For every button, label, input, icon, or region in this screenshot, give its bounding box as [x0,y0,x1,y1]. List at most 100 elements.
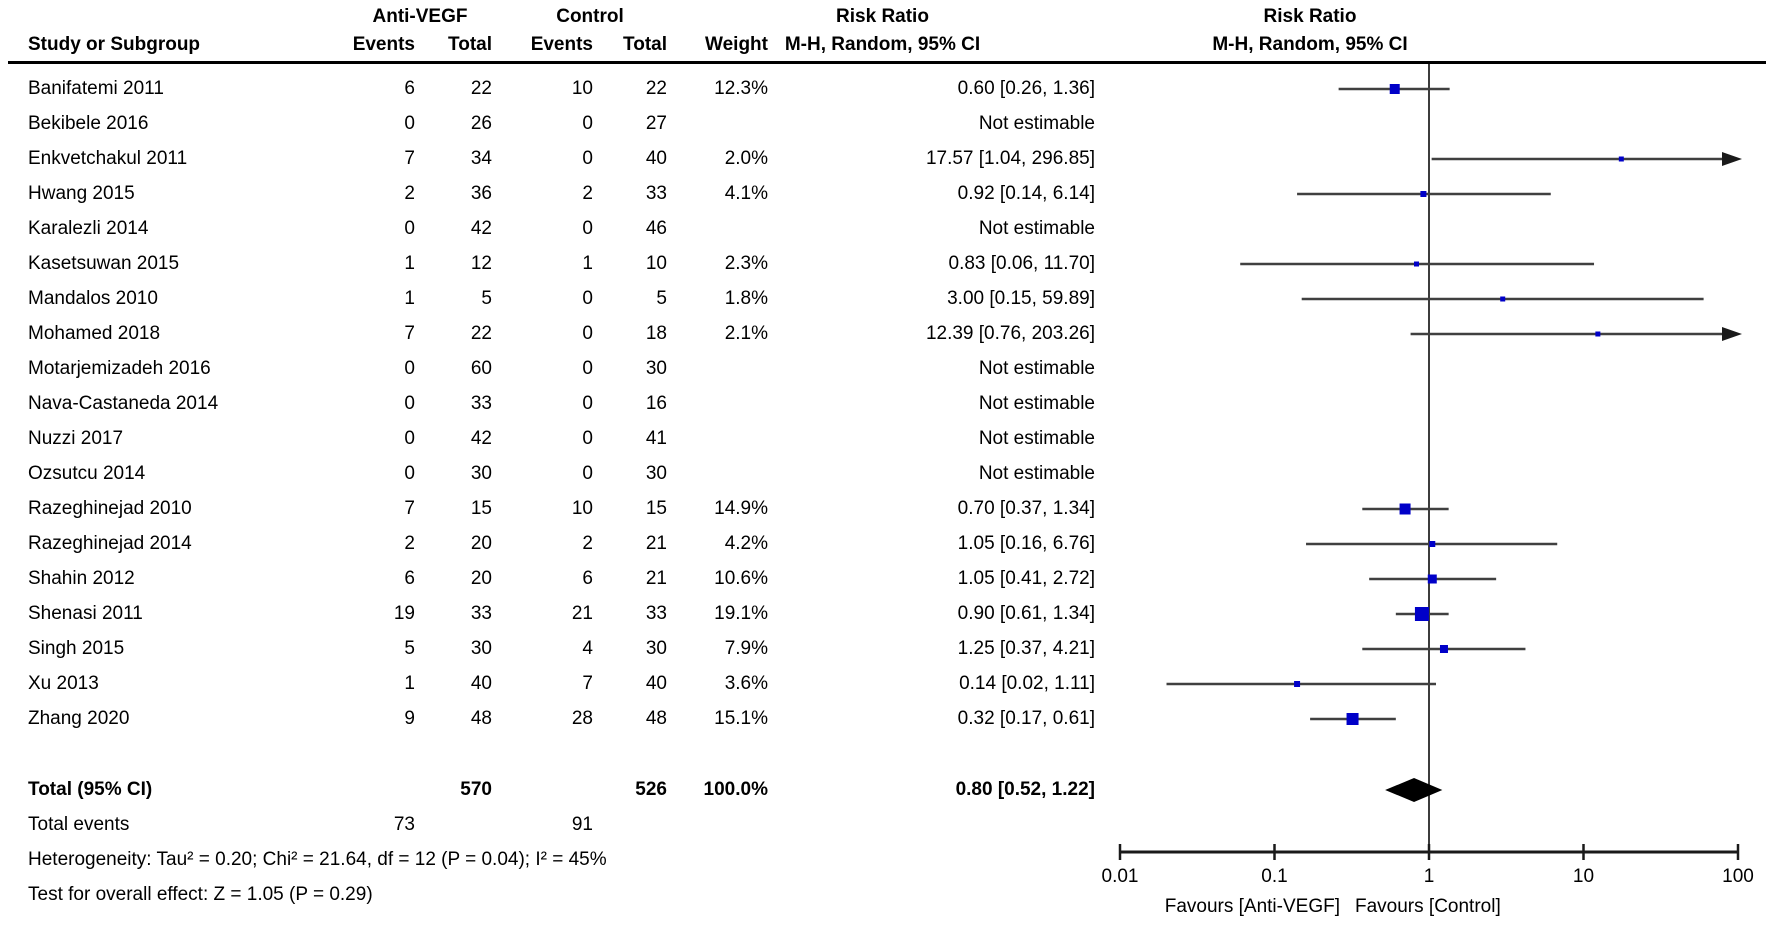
study-weight [675,426,768,452]
anti-vegf-total: 22 [470,323,492,344]
study-name: Motarjemizadeh 2016 [28,358,211,379]
total-risk-ratio-ci: 0.80 [0.52, 1.22] [955,779,1095,800]
anti-vegf-events: 0 [404,113,415,134]
control-events: 2 [582,533,593,554]
anti-vegf-total: 40 [470,673,492,694]
total-weight: 100.0% [703,779,768,800]
total-events-row: Total events 73 91 [0,812,1100,838]
total-anti-vegf-n: 570 [460,779,492,800]
study-name: Mandalos 2010 [28,288,158,309]
effect-square [1500,296,1506,302]
control-total: 33 [645,603,667,624]
col-events2-header: Events [530,34,593,55]
study-risk-ratio-ci: 1.25 [0.37, 4.21] [957,638,1095,659]
control-total: 30 [645,463,667,484]
study-row: Zhang 2020 9 48 28 48 15.1% 0.32 [0.17, … [0,706,1100,732]
control-events: 0 [582,428,593,449]
anti-vegf-total: 60 [470,358,492,379]
effect-square [1389,84,1400,94]
total-events-control: 91 [571,814,593,835]
anti-vegf-total: 30 [470,463,492,484]
control-total: 5 [656,288,667,309]
favours-left-label: Favours [Anti-VEGF] [1164,896,1340,917]
study-risk-ratio-ci: Not estimable [978,113,1095,134]
study-weight: 2.3% [724,253,768,274]
study-risk-ratio-ci: 0.70 [0.37, 1.34] [957,498,1095,519]
study-row: Motarjemizadeh 2016 0 60 0 30 Not estima… [0,356,1100,382]
control-events: 7 [582,673,593,694]
col-study-header: Study or Subgroup [28,34,201,55]
study-name: Banifatemi 2011 [28,78,164,99]
control-events: 0 [582,148,593,169]
study-weight: 14.9% [714,498,768,519]
study-risk-ratio-ci: 1.05 [0.41, 2.72] [957,568,1095,589]
control-events: 2 [582,183,593,204]
study-row: Shahin 2012 6 20 6 21 10.6% 1.05 [0.41, … [0,566,1100,592]
anti-vegf-total: 12 [470,253,492,274]
study-row: Nuzzi 2017 0 42 0 41 Not estimable [0,426,1100,452]
group1-header: Anti-VEGF [372,6,468,27]
total-events-anti-vegf: 73 [393,814,415,835]
control-events: 0 [582,463,593,484]
anti-vegf-events: 1 [404,673,415,694]
study-weight [675,216,768,242]
control-total: 22 [645,78,667,99]
anti-vegf-events: 1 [404,288,415,309]
study-risk-ratio-ci: 3.00 [0.15, 59.89] [947,288,1095,309]
control-total: 30 [645,638,667,659]
study-row: Hwang 2015 2 36 2 33 4.1% 0.92 [0.14, 6.… [0,181,1100,207]
anti-vegf-total: 20 [470,533,492,554]
anti-vegf-total: 33 [470,393,492,414]
control-total: 40 [645,673,667,694]
study-weight [675,356,768,382]
anti-vegf-total: 34 [470,148,492,169]
effect-square [1413,261,1419,267]
study-row: Nava-Castaneda 2014 0 33 0 16 Not estima… [0,391,1100,417]
effect-square [1427,574,1437,584]
anti-vegf-total: 26 [470,113,492,134]
study-weight [675,461,768,487]
axis-tick-label: 0.01 [1102,866,1139,887]
study-weight: 10.6% [714,568,768,589]
study-risk-ratio-ci: Not estimable [978,463,1095,484]
study-name: Shahin 2012 [28,568,135,589]
control-events: 0 [582,113,593,134]
study-name: Karalezli 2014 [28,218,149,239]
study-row: Xu 2013 1 40 7 40 3.6% 0.14 [0.02, 1.11] [0,671,1100,697]
axis-tick-label: 1 [1424,866,1435,887]
summary-diamond [1385,778,1443,802]
control-total: 46 [645,218,667,239]
study-row: Razeghinejad 2014 2 20 2 21 4.2% 1.05 [0… [0,531,1100,557]
anti-vegf-events: 0 [404,358,415,379]
study-weight: 4.1% [724,183,768,204]
control-total: 21 [645,568,667,589]
control-total: 30 [645,358,667,379]
study-risk-ratio-ci: 12.39 [0.76, 203.26] [925,323,1095,344]
effect-square [1399,503,1411,515]
anti-vegf-events: 0 [404,428,415,449]
study-name: Razeghinejad 2014 [28,533,192,554]
anti-vegf-events: 6 [404,568,415,589]
group2-header: Control [556,6,624,27]
control-total: 40 [645,148,667,169]
arrow-right-icon [1722,152,1742,166]
study-name: Mohamed 2018 [28,323,161,344]
study-weight: 1.8% [724,288,768,309]
anti-vegf-events: 19 [393,603,415,624]
anti-vegf-events: 5 [404,638,415,659]
axis-tick-label: 10 [1573,866,1594,887]
study-risk-ratio-ci: 0.92 [0.14, 6.14] [957,183,1095,204]
col-total2-header: Total [623,34,667,55]
effect-square [1429,541,1436,547]
col-weight-header: Weight [705,34,768,55]
study-risk-ratio-ci: 17.57 [1.04, 296.85] [925,148,1095,169]
anti-vegf-total: 33 [470,603,492,624]
anti-vegf-events: 7 [404,148,415,169]
anti-vegf-total: 20 [470,568,492,589]
control-events: 28 [571,708,593,729]
study-weight: 2.1% [724,323,768,344]
study-risk-ratio-ci: 0.90 [0.61, 1.34] [957,603,1095,624]
study-name: Kasetsuwan 2015 [28,253,180,274]
study-risk-ratio-ci: 0.14 [0.02, 1.11] [959,673,1095,694]
